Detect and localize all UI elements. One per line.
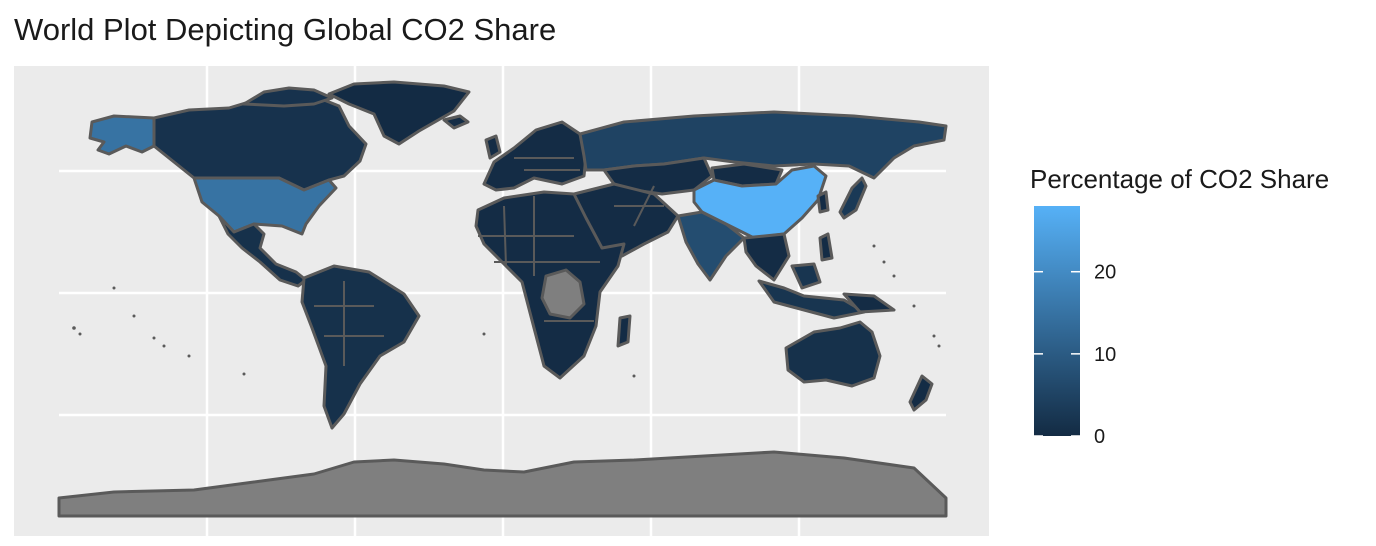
- map-panel: [14, 66, 989, 536]
- legend-tick-label: 20: [1094, 262, 1116, 284]
- country-southeast-asia: [742, 232, 791, 282]
- legend-colorbar: [1034, 206, 1080, 436]
- legend-tick-label: 10: [1094, 344, 1116, 366]
- chart-title: World Plot Depicting Global CO2 Share: [14, 12, 557, 47]
- canada-islands: [242, 86, 334, 108]
- legend-title: Percentage of CO2 Share: [1030, 164, 1330, 194]
- country-korea: [816, 190, 830, 214]
- country-uk: [484, 134, 502, 160]
- small-islands: [72, 244, 941, 378]
- country-new-guinea: [842, 292, 896, 314]
- country-japan: [838, 176, 868, 220]
- country-greenland: [327, 80, 471, 146]
- country-madagascar: [616, 314, 632, 348]
- country-borneo: [790, 262, 822, 290]
- country-philippines: [818, 232, 834, 262]
- legend: 0 10 20 Percentage of CO2 Share: [1030, 160, 1370, 460]
- country-australia: [784, 320, 882, 388]
- country-iceland: [442, 114, 470, 130]
- country-mexico: [217, 214, 308, 288]
- country-dr-congo: [540, 268, 586, 320]
- country-new-zealand: [908, 374, 934, 412]
- legend-tick-label: 0: [1094, 426, 1105, 448]
- country-alaska: [88, 114, 156, 156]
- internal-borders: [314, 157, 664, 366]
- region-antarctica: [57, 450, 948, 518]
